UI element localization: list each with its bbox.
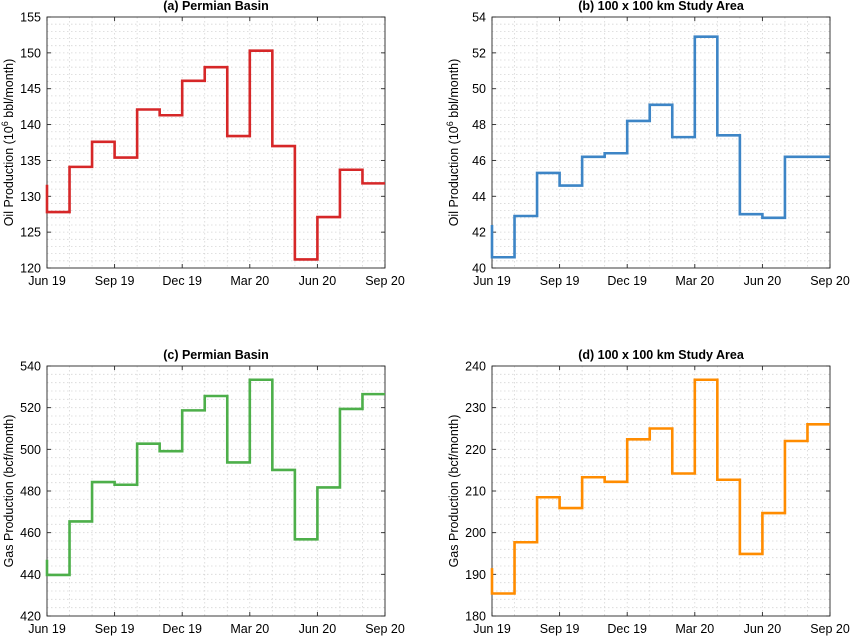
y-tick-label: 42 <box>472 226 486 240</box>
y-tick-label: 155 <box>20 11 41 25</box>
y-tick-label: 46 <box>472 154 486 168</box>
x-tick-label: Sep 20 <box>365 274 405 288</box>
y-axis-label-part: Oil Production (10 <box>2 126 16 226</box>
y-axis-label: Gas Production (bcf/month) <box>447 415 461 568</box>
x-tick-label: Jun 20 <box>299 622 337 636</box>
series-line <box>45 49 385 261</box>
chart-panel-1: Jun 19 Sep 19 Dec 19 Mar 20 Jun 20 Sep 20 120 1… <box>0 0 405 288</box>
series-line <box>45 378 385 577</box>
y-tick-label: 420 <box>20 610 41 624</box>
y-tick-label: 54 <box>472 11 486 25</box>
x-tick-label: Sep 19 <box>540 274 580 288</box>
x-tick-label: Dec 19 <box>162 622 202 636</box>
series-line <box>490 378 830 595</box>
grid <box>47 366 385 616</box>
y-tick-label: 460 <box>20 526 41 540</box>
series-line <box>490 35 830 259</box>
panel-title: (d) 100 x 100 km Study Area <box>578 348 745 362</box>
x-tick-label: Jun 20 <box>744 622 782 636</box>
chart-panel-3: Jun 19 Sep 19 Dec 19 Mar 20 Jun 20 Sep 20 420 4… <box>2 348 405 636</box>
panel-title: (c) Permian Basin <box>163 348 269 362</box>
y-tick-label: 135 <box>20 154 41 168</box>
x-tick-label: Mar 20 <box>230 274 269 288</box>
y-tick-label: 125 <box>20 226 41 240</box>
y-tick-label: 180 <box>465 610 486 624</box>
chart-panel-4: Jun 19 Sep 19 Dec 19 Mar 20 Jun 20 Sep 20 180 1… <box>447 348 850 636</box>
y-tick-label: 200 <box>465 526 486 540</box>
x-tick-label: Dec 19 <box>607 274 647 288</box>
y-tick-label: 230 <box>465 401 486 415</box>
y-tick-label: 150 <box>20 46 41 60</box>
y-tick-label: 440 <box>20 568 41 582</box>
x-tick-label: Sep 20 <box>810 274 850 288</box>
y-tick-label: 48 <box>472 118 486 132</box>
x-tick-label: Dec 19 <box>162 274 202 288</box>
chart-panel-2: Jun 19 Sep 19 Dec 19 Mar 20 Jun 20 Sep 20 40 42… <box>445 0 850 288</box>
panel-title: (a) Permian Basin <box>163 0 269 13</box>
y-tick-label: 240 <box>465 360 486 374</box>
x-tick-label: Jun 19 <box>28 622 66 636</box>
axes-frame <box>46 16 386 269</box>
y-tick-label: 480 <box>20 485 41 499</box>
y-axis-label-superscript: 6 <box>445 121 455 126</box>
y-tick-label: 520 <box>20 401 41 415</box>
y-tick-label: 52 <box>472 46 486 60</box>
y-axis-label: Oil Production (106 bbl/month) <box>0 59 16 227</box>
grid <box>492 366 830 616</box>
panel-title: (b) 100 x 100 km Study Area <box>578 0 745 13</box>
x-tick-label: Dec 19 <box>607 622 647 636</box>
x-tick-label: Sep 19 <box>95 622 135 636</box>
y-axis-label: Oil Production (106 bbl/month) <box>445 59 461 227</box>
y-tick-label: 40 <box>472 262 486 276</box>
y-axis-label-part: bbl/month) <box>447 59 461 122</box>
x-tick-label: Sep 19 <box>95 274 135 288</box>
x-tick-label: Jun 19 <box>28 274 66 288</box>
x-tick-label: Sep 20 <box>365 622 405 636</box>
x-tick-label: Jun 20 <box>299 274 337 288</box>
y-tick-label: 210 <box>465 485 486 499</box>
y-axis-label-part: Oil Production (10 <box>447 126 461 226</box>
y-tick-label: 120 <box>20 262 41 276</box>
y-axis-label-part: bbl/month) <box>2 59 16 122</box>
y-tick-label: 500 <box>20 443 41 457</box>
y-tick-label: 130 <box>20 190 41 204</box>
x-tick-label: Jun 19 <box>473 622 511 636</box>
y-axis-label: Gas Production (bcf/month) <box>2 415 16 568</box>
x-tick-label: Jun 20 <box>744 274 782 288</box>
y-tick-label: 44 <box>472 190 486 204</box>
y-tick-label: 190 <box>465 568 486 582</box>
x-tick-label: Mar 20 <box>675 622 714 636</box>
grid <box>47 17 385 268</box>
axes-frame <box>491 16 831 269</box>
y-tick-label: 140 <box>20 118 41 132</box>
y-tick-label: 50 <box>472 82 486 96</box>
x-tick-label: Sep 19 <box>540 622 580 636</box>
y-tick-label: 220 <box>465 443 486 457</box>
y-tick-label: 540 <box>20 360 41 374</box>
y-axis-label-superscript: 6 <box>0 121 10 126</box>
x-tick-label: Sep 20 <box>810 622 850 636</box>
grid <box>492 17 830 268</box>
x-tick-label: Mar 20 <box>230 622 269 636</box>
x-tick-label: Mar 20 <box>675 274 714 288</box>
y-tick-label: 145 <box>20 82 41 96</box>
x-tick-label: Jun 19 <box>473 274 511 288</box>
